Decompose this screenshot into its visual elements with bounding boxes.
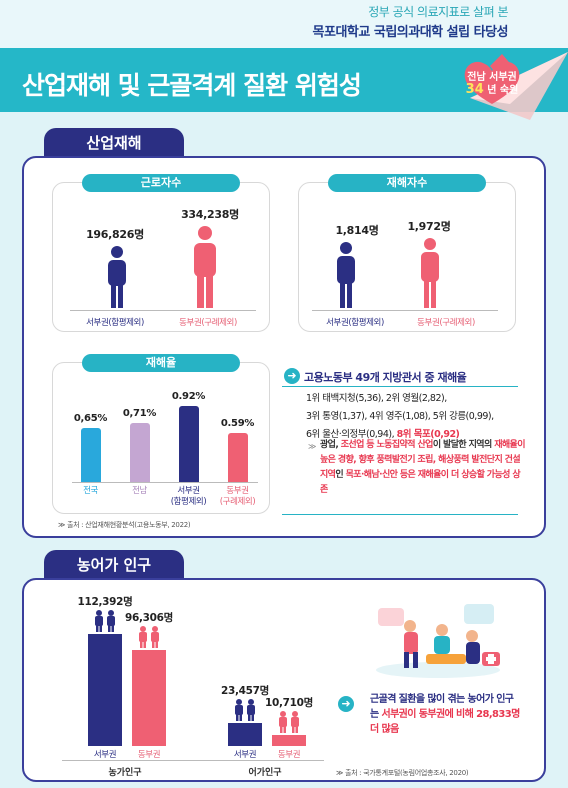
hero-title: 산업재해 및 근골격계 질환 위험성 — [22, 71, 362, 100]
victims-east-value: 1,972명 — [407, 220, 451, 233]
family-east-icon — [279, 711, 299, 733]
farm-east-value: 96,306명 — [124, 612, 174, 624]
farm-east-label: 동부권 — [137, 750, 161, 760]
note-part6: 목포·해남·신안 등은 재해율이 더 상승할 가능성 상존 — [320, 470, 521, 495]
workers-east-label: 동부권(구례제외) — [179, 318, 237, 328]
injured-workers-illustration — [376, 604, 500, 678]
ranking-line3: 6위 울산·의정부(0,94), 8위 목포(0,92) — [306, 426, 538, 444]
rate-category-label: 서부권 (함평제외) — [170, 486, 207, 507]
ranking-headline: 고용노동부 49개 지방관서 중 재해율 — [304, 371, 467, 384]
ranking-mokpo: 8위 목포(0,92) — [396, 429, 460, 440]
fish-west-value: 23,457명 — [220, 685, 270, 697]
industrial-source-text: 출처 : 산업재해현황분석(고용노동부, 2022) — [66, 521, 191, 529]
farm-group-label: 농가인구 — [108, 768, 142, 778]
person-east-icon — [194, 226, 216, 308]
fish-west-bar — [228, 723, 262, 746]
rate-bar — [129, 423, 150, 482]
badge-line1: 전남 서부권 — [467, 72, 517, 83]
industrial-note: 광업, 조선업 등 노동집약적 산업이 발달한 지역의 재해율이 높은 경향, … — [320, 438, 526, 498]
anniversary-badge: 전남 서부권 34 년 숙원 — [461, 58, 523, 106]
workers-baseline — [70, 310, 256, 311]
family-west-icon — [235, 699, 255, 721]
population-note: 근골격 질환을 많이 겪는 농어가 인구는 서부권이 동부권에 비해 28,83… — [370, 692, 520, 737]
victims-title: 재해자수 — [328, 174, 486, 192]
fish-east-bar — [272, 735, 306, 746]
note-part5: 인 — [335, 470, 346, 480]
rate-bar — [80, 428, 101, 482]
fish-east-value: 10,710명 — [264, 697, 314, 709]
badge-unit: 년 숙원 — [487, 85, 519, 96]
header-strip — [0, 0, 568, 50]
population-source-text: 출처 : 국가통계포털(농림어업총조사, 2020) — [344, 769, 469, 777]
victims-west-value: 1,814명 — [335, 224, 379, 237]
rate-value-label: 0.59% — [220, 418, 255, 429]
rate-title: 재해율 — [82, 354, 240, 372]
victims-baseline — [312, 310, 498, 311]
person-east-icon — [421, 238, 439, 308]
person-west-icon — [337, 242, 355, 308]
pop-note-part1: 근골격 질환을 많이 겪는 농어가 인구는 — [370, 694, 514, 720]
section-tab-population: 농어가 인구 — [44, 550, 184, 580]
family-west-icon — [95, 610, 115, 632]
farm-west-bar — [88, 634, 122, 746]
rate-chart: 0,65% 0,71% 0.92% 0.59% — [66, 378, 262, 482]
ranking-divider — [282, 386, 518, 387]
source-arrow-icon: ≫ — [58, 521, 67, 529]
victims-west-label: 서부권(함평제외) — [326, 318, 384, 328]
fish-group-label: 어가인구 — [248, 768, 282, 778]
note-part3: 이 발달한 지역의 — [432, 440, 495, 450]
source-arrow-icon: ≫ — [336, 769, 345, 777]
rate-bar — [227, 433, 248, 482]
rate-value-label: 0,65% — [73, 413, 108, 424]
ranking-line2: 3위 통영(1,37), 4위 영주(1,08), 5위 강릉(0,99), — [306, 411, 494, 422]
ranking-list: 1위 태백지청(5,36), 2위 영월(2,82), 3위 통영(1,37),… — [306, 390, 538, 444]
rate-category-label: 동부권 (구례제외) — [219, 486, 256, 507]
note-part2: 조선업 등 노동집약적 산업 — [340, 440, 434, 450]
double-arrow-icon: ≫ — [308, 442, 317, 451]
farm-west-value: 112,392명 — [77, 596, 133, 608]
fish-east-label: 동부권 — [277, 750, 301, 760]
workers-west-value: 196,826명 — [86, 228, 144, 241]
victims-east-label: 동부권(구례제외) — [417, 318, 475, 328]
header-subtitle: 정부 공식 의료지표로 살펴 본 — [368, 5, 508, 19]
population-source: ≫ 출처 : 국가통계포털(농림어업총조사, 2020) — [336, 768, 469, 778]
note-part1: 광업, — [320, 440, 341, 450]
industrial-panel — [22, 156, 546, 538]
rate-category-label: 전국 — [83, 486, 98, 496]
badge-line2: 34 년 숙원 — [461, 81, 523, 97]
note-divider — [282, 514, 518, 515]
note-part4: 재해율이 높은 경향, 향후 풍력발전기 조립, 해상풍력 발전단지 건설 지역 — [320, 440, 526, 480]
industrial-source: ≫ 출처 : 산업재해현황분석(고용노동부, 2022) — [58, 520, 191, 530]
family-east-icon — [139, 626, 159, 648]
ranking-line3-pre: 6위 울산·의정부(0,94), — [306, 429, 397, 440]
rate-value-label: 0.92% — [171, 391, 206, 402]
person-west-icon — [108, 246, 126, 308]
rate-category-label: 전남 — [132, 486, 147, 496]
rate-labels: 전국 전남 서부권 (함평제외) 동부권 (구례제외) — [66, 486, 262, 510]
workers-east-value: 334,238명 — [181, 208, 239, 221]
ranking-line1: 1위 태백지청(5,36), 2위 영월(2,82), — [306, 393, 447, 404]
workers-title: 근로자수 — [82, 174, 240, 192]
pop-note-part2: 서부권이 동부권에 비해 28,833명 더 많음 — [370, 709, 520, 735]
section-tab-industrial: 산업재해 — [44, 128, 184, 158]
rate-bar — [178, 406, 199, 482]
farm-east-bar — [132, 650, 166, 746]
badge-number: 34 — [465, 82, 484, 97]
heart-shape-icon — [464, 61, 520, 104]
workers-west-label: 서부권(함평제외) — [86, 318, 144, 328]
farm-west-label: 서부권 — [93, 750, 117, 760]
arrow-right-icon: ➜ — [338, 696, 354, 712]
arrow-right-icon: ➜ — [284, 368, 300, 384]
rate-baseline — [72, 482, 258, 483]
fish-west-label: 서부권 — [233, 750, 257, 760]
header-title: 목포대학교 국립의과대학 설립 타당성 — [312, 25, 509, 40]
population-baseline — [62, 760, 324, 761]
rate-value-label: 0,71% — [122, 408, 157, 419]
